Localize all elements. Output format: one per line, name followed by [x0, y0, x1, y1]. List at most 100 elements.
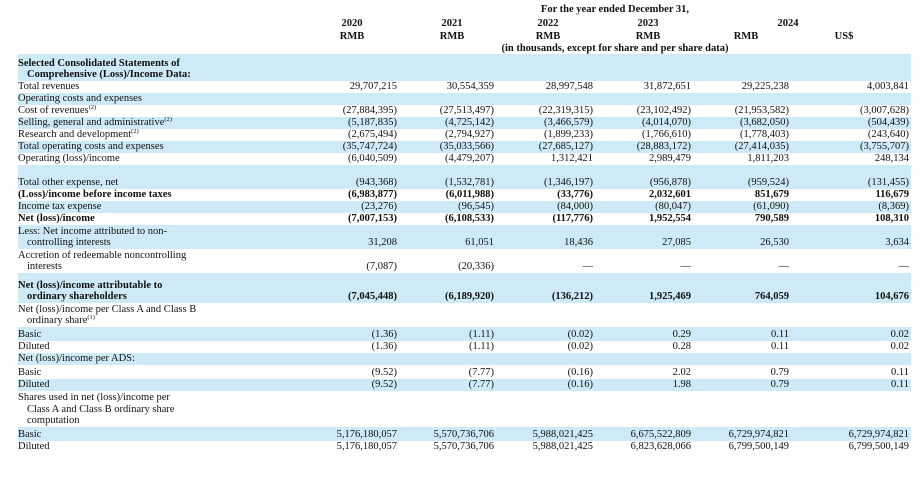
row-label-line: Net (loss)/income attributable to: [18, 279, 163, 291]
row-label: Selected Consolidated Statements of Compr…: [18, 54, 238, 81]
value-cell-2023-rmb: (28,883,172): [595, 141, 693, 153]
footnote-marker: (2): [164, 117, 172, 124]
value-cell-2023-rmb: [595, 353, 693, 365]
value-cell-2024-rmb: [693, 391, 791, 427]
value-cell-2023-rmb: [595, 93, 693, 105]
value-cell-2021-rmb: (4,479,207): [445, 153, 494, 165]
value-cell-2024-rmb: —: [778, 261, 790, 273]
value-cell-2022-rmb: [496, 303, 595, 327]
value-cell-2024-rmb: (61,090): [693, 201, 791, 213]
value-cell-2024-usd: (3,007,628): [860, 105, 909, 117]
row-label-line: Class A and Class B ordinary share: [27, 403, 175, 415]
income-statement-table: Selected Consolidated Statements of Compr…: [18, 54, 911, 453]
value-cell-2024-usd: 4,003,841: [867, 81, 909, 93]
row-label-line: controlling interests: [27, 237, 111, 249]
value-cell-2022-rmb: (0.02): [567, 341, 593, 353]
value-cell-2021-rmb: (7.77): [399, 379, 496, 391]
value-cell-2020-rmb: [238, 353, 399, 365]
value-cell-2022-rmb: 1,312,421: [551, 153, 593, 165]
value-cell-2020-rmb: (5,187,835): [238, 117, 399, 129]
value-cell-2024-usd: —: [898, 261, 910, 273]
table-row: Net (loss)/income (7,007,153) (6,108,533) (…: [18, 213, 911, 225]
value-cell-2023-rmb: 0.29: [595, 327, 693, 341]
value-cell-2022-rmb: [496, 54, 595, 81]
value-cell-2023-rmb: 2.02: [672, 367, 691, 379]
row-label: Operating costs and expenses: [18, 93, 238, 105]
year-header-2021: 2021: [441, 18, 463, 29]
row-label: (Loss)/income before income taxes: [18, 189, 238, 201]
table-row: Research and development(2) (2,675,494) (2…: [18, 129, 911, 141]
value-cell-2023-rmb: 6,823,628,066: [630, 441, 691, 453]
year-header-2022: 2022: [537, 18, 559, 29]
value-cell-2024-rmb: 26,530: [693, 225, 791, 249]
currency-header-2024-usd: US$: [834, 31, 854, 42]
value-cell-2021-rmb: 5,570,736,706: [399, 427, 496, 441]
row-label-line: Less: Net income attributed to non-: [18, 225, 168, 237]
value-cell-2023-rmb: 1,925,469: [595, 273, 693, 303]
value-cell-2024-rmb: 29,225,238: [741, 81, 789, 93]
year-header-2024: 2024: [777, 18, 799, 29]
value-cell-2020-rmb: (2,675,494): [348, 129, 397, 141]
row-label-line: Net (loss)/income: [18, 213, 95, 225]
value-cell-2024-rmb: (1,778,403): [740, 129, 789, 141]
currency-header-2024-rmb: RMB: [733, 31, 759, 42]
row-label: Research and development(2): [18, 129, 238, 141]
value-cell-2020-rmb: [238, 93, 399, 105]
value-cell-2024-usd: 108,310: [874, 213, 909, 225]
value-cell-2022-rmb: (1,899,233): [544, 129, 593, 141]
value-cell-2020-rmb: (27,884,395): [342, 105, 397, 117]
row-label: Shares used in net (loss)/income per Clas…: [18, 391, 238, 427]
table-row: Net (loss)/income attributable to ordinar…: [18, 273, 911, 303]
value-cell-2024-rmb: [693, 353, 791, 365]
table-row: (Loss)/income before income taxes (6,983,…: [18, 189, 911, 201]
value-cell-2023-rmb: 31,872,651: [643, 81, 691, 93]
footnote-marker: (2): [131, 129, 139, 136]
row-label: Net (loss)/income per ADS:: [18, 353, 238, 365]
row-label-line: Diluted: [18, 379, 50, 391]
value-cell-2022-rmb: (117,776): [552, 213, 593, 225]
units-note: (in thousands, except for share and per …: [501, 43, 729, 54]
value-cell-2022-rmb: (22,319,315): [538, 105, 593, 117]
row-label-line: (Loss)/income before income taxes: [18, 189, 172, 201]
value-cell-2022-rmb: (84,000): [496, 201, 595, 213]
value-cell-2021-rmb: [399, 391, 496, 427]
value-cell-2021-rmb: [399, 54, 496, 81]
value-cell-2024-rmb: 0.11: [771, 341, 789, 353]
table-row: Operating costs and expenses: [18, 93, 911, 105]
row-label-line: Operating costs and expenses: [18, 93, 142, 105]
value-cell-2023-rmb: [595, 303, 693, 327]
currency-header-2020: RMB: [339, 31, 365, 42]
value-cell-2022-rmb: (27,685,127): [496, 141, 595, 153]
row-label: Diluted: [18, 441, 238, 453]
value-cell-2021-rmb: (6,011,988): [445, 189, 494, 201]
value-cell-2020-rmb: 5,176,180,057: [238, 427, 399, 441]
row-label: Net (loss)/income per Class A and Class …: [18, 303, 238, 327]
value-cell-2020-rmb: 5,176,180,057: [336, 441, 397, 453]
year-header-2020: 2020: [341, 18, 363, 29]
value-cell-2023-rmb: (80,047): [595, 201, 693, 213]
value-cell-2021-rmb: 5,570,736,706: [433, 441, 494, 453]
value-cell-2023-rmb: (956,878): [595, 165, 693, 189]
row-label: Accretion of redeemable noncontrolling in…: [18, 249, 238, 273]
value-cell-2022-rmb: [496, 391, 595, 427]
table-row: Accretion of redeemable noncontrolling in…: [18, 249, 911, 273]
value-cell-2023-rmb: 1,952,554: [649, 213, 691, 225]
value-cell-2020-rmb: (9.52): [238, 379, 399, 391]
value-cell-2020-rmb: (1.36): [238, 327, 399, 341]
value-cell-2020-rmb: (35,747,724): [238, 141, 399, 153]
row-label-line: Selling, general and administrative: [18, 117, 165, 129]
value-cell-2022-rmb: 18,436: [496, 225, 595, 249]
value-cell-2020-rmb: (7,045,448): [238, 273, 399, 303]
row-label-line: Diluted: [18, 441, 50, 453]
row-label-line: Income tax expense: [18, 201, 102, 213]
value-cell-2021-rmb: [399, 353, 496, 365]
value-cell-2021-rmb: (6,108,533): [445, 213, 494, 225]
table-row: Basic 5,176,180,057 5,570,736,706 5,988,021…: [18, 427, 911, 441]
year-header-2023: 2023: [637, 18, 659, 29]
period-header: For the year ended December 31,: [540, 4, 690, 15]
value-cell-2022-rmb: (0.16): [567, 367, 593, 379]
row-label-line: Selected Consolidated Statements of: [18, 57, 180, 69]
value-cell-2024-rmb: 0.79: [693, 379, 791, 391]
row-label-line: Basic: [18, 429, 42, 441]
table-row: Total operating costs and expenses (35,74…: [18, 141, 911, 153]
